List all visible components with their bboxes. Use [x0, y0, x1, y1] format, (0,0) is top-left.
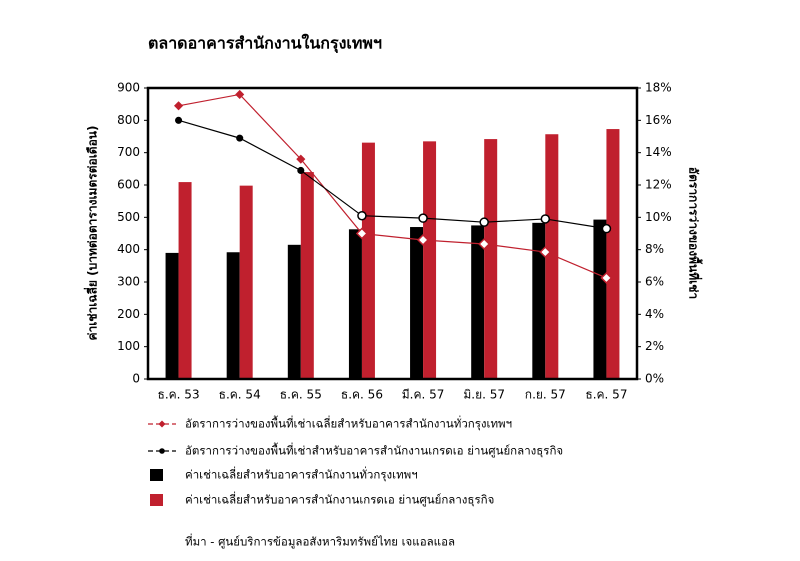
x-tick-label: ก.ย. 57 [525, 388, 566, 402]
y-tick-label: 100 [117, 339, 140, 353]
x-tick-label: ธ.ค. 56 [341, 388, 383, 402]
line [178, 119, 607, 230]
bar [348, 229, 362, 379]
plot-frame [146, 86, 639, 381]
bar [606, 129, 620, 379]
bar [484, 139, 498, 379]
line-marker [600, 271, 613, 285]
legend-swatch [159, 448, 165, 454]
x-tick-label: ธ.ค. 54 [219, 388, 261, 402]
y-tick-label: 400 [117, 242, 140, 256]
y2-tick-label: 14% [645, 145, 672, 159]
bar [545, 134, 559, 379]
legend-label: ค่าเช่าเฉลี่ยสำหรับอาคารสำนักงานเกรดเอ ย… [185, 492, 494, 507]
bar [178, 182, 192, 379]
x-tick-label: ธ.ค. 55 [280, 388, 322, 402]
x-tick-label: มิ.ย. 57 [463, 388, 505, 402]
bar [410, 227, 424, 379]
bar [471, 225, 485, 379]
bar [165, 252, 179, 379]
legend-swatch [150, 494, 163, 506]
y-tick-label: 500 [117, 210, 140, 224]
line-marker [236, 134, 244, 142]
line-marker [478, 237, 491, 251]
x-tick-label: ธ.ค. 57 [585, 388, 627, 402]
legend-label: อัตราการว่างของพื้นที่เช่าเฉลี่ยสำหรับอา… [185, 416, 512, 431]
chart-title: ตลาดอาคารสำนักงานในกรุงเทพฯ [148, 34, 382, 54]
line-marker [297, 166, 305, 174]
legend-label: ค่าเช่าเฉลี่ยสำหรับอาคารสำนักงานทั่วกรุง… [185, 467, 418, 482]
line-marker [357, 210, 367, 221]
line [178, 93, 607, 279]
y2-axis-title: อัตราการว่างของพื้นที่เช่า [687, 167, 704, 299]
y2-tick-label: 4% [645, 307, 664, 321]
line-marker [235, 89, 245, 100]
y2-tick-label: 16% [645, 113, 672, 127]
line-marker [175, 116, 183, 124]
bar [226, 252, 240, 379]
y-tick-label: 900 [117, 81, 140, 95]
y-axis-title: ค่าเช่าเฉลี่ย (บาทต่อตารางเมตรต่อเดือน) [84, 126, 100, 341]
bar [593, 219, 607, 379]
line-marker [479, 217, 489, 227]
line-marker [601, 223, 612, 234]
y2-tick-label: 10% [645, 210, 672, 224]
legend-swatch [158, 420, 166, 428]
y2-tick-label: 2% [645, 339, 664, 353]
line-marker [539, 246, 552, 259]
line-marker [355, 227, 368, 240]
bar [361, 142, 375, 379]
bar [423, 141, 437, 379]
y2-tick-label: 12% [645, 178, 672, 192]
line-marker [540, 214, 551, 224]
y2-tick-label: 8% [645, 242, 664, 256]
y2-tick-label: 0% [645, 372, 664, 386]
x-tick-label: ธ.ค. 53 [158, 388, 200, 402]
source-note: ที่มา - ศูนย์บริการข้อมูลอสังหาริมทรัพย์… [185, 534, 455, 549]
y-tick-label: 700 [117, 145, 140, 159]
y-tick-label: 300 [117, 275, 140, 289]
line-marker [417, 233, 430, 247]
line-marker [418, 213, 428, 223]
y2-tick-label: 18% [645, 81, 672, 95]
legend-swatch [150, 469, 163, 481]
y2-tick-label: 6% [645, 275, 664, 289]
y-tick-label: 800 [117, 113, 140, 127]
y-tick-label: 200 [117, 307, 140, 321]
line-marker [296, 154, 306, 164]
legend-label: อัตราการว่างของพื้นที่เช่าสำหรับอาคารสำน… [185, 443, 563, 458]
bar [287, 244, 301, 379]
bar [532, 222, 546, 379]
line-marker [174, 101, 184, 111]
y-tick-label: 0 [132, 372, 140, 386]
bar [300, 172, 314, 379]
bar [239, 185, 253, 379]
x-tick-label: มี.ค. 57 [402, 388, 445, 402]
y-tick-label: 600 [117, 178, 140, 192]
